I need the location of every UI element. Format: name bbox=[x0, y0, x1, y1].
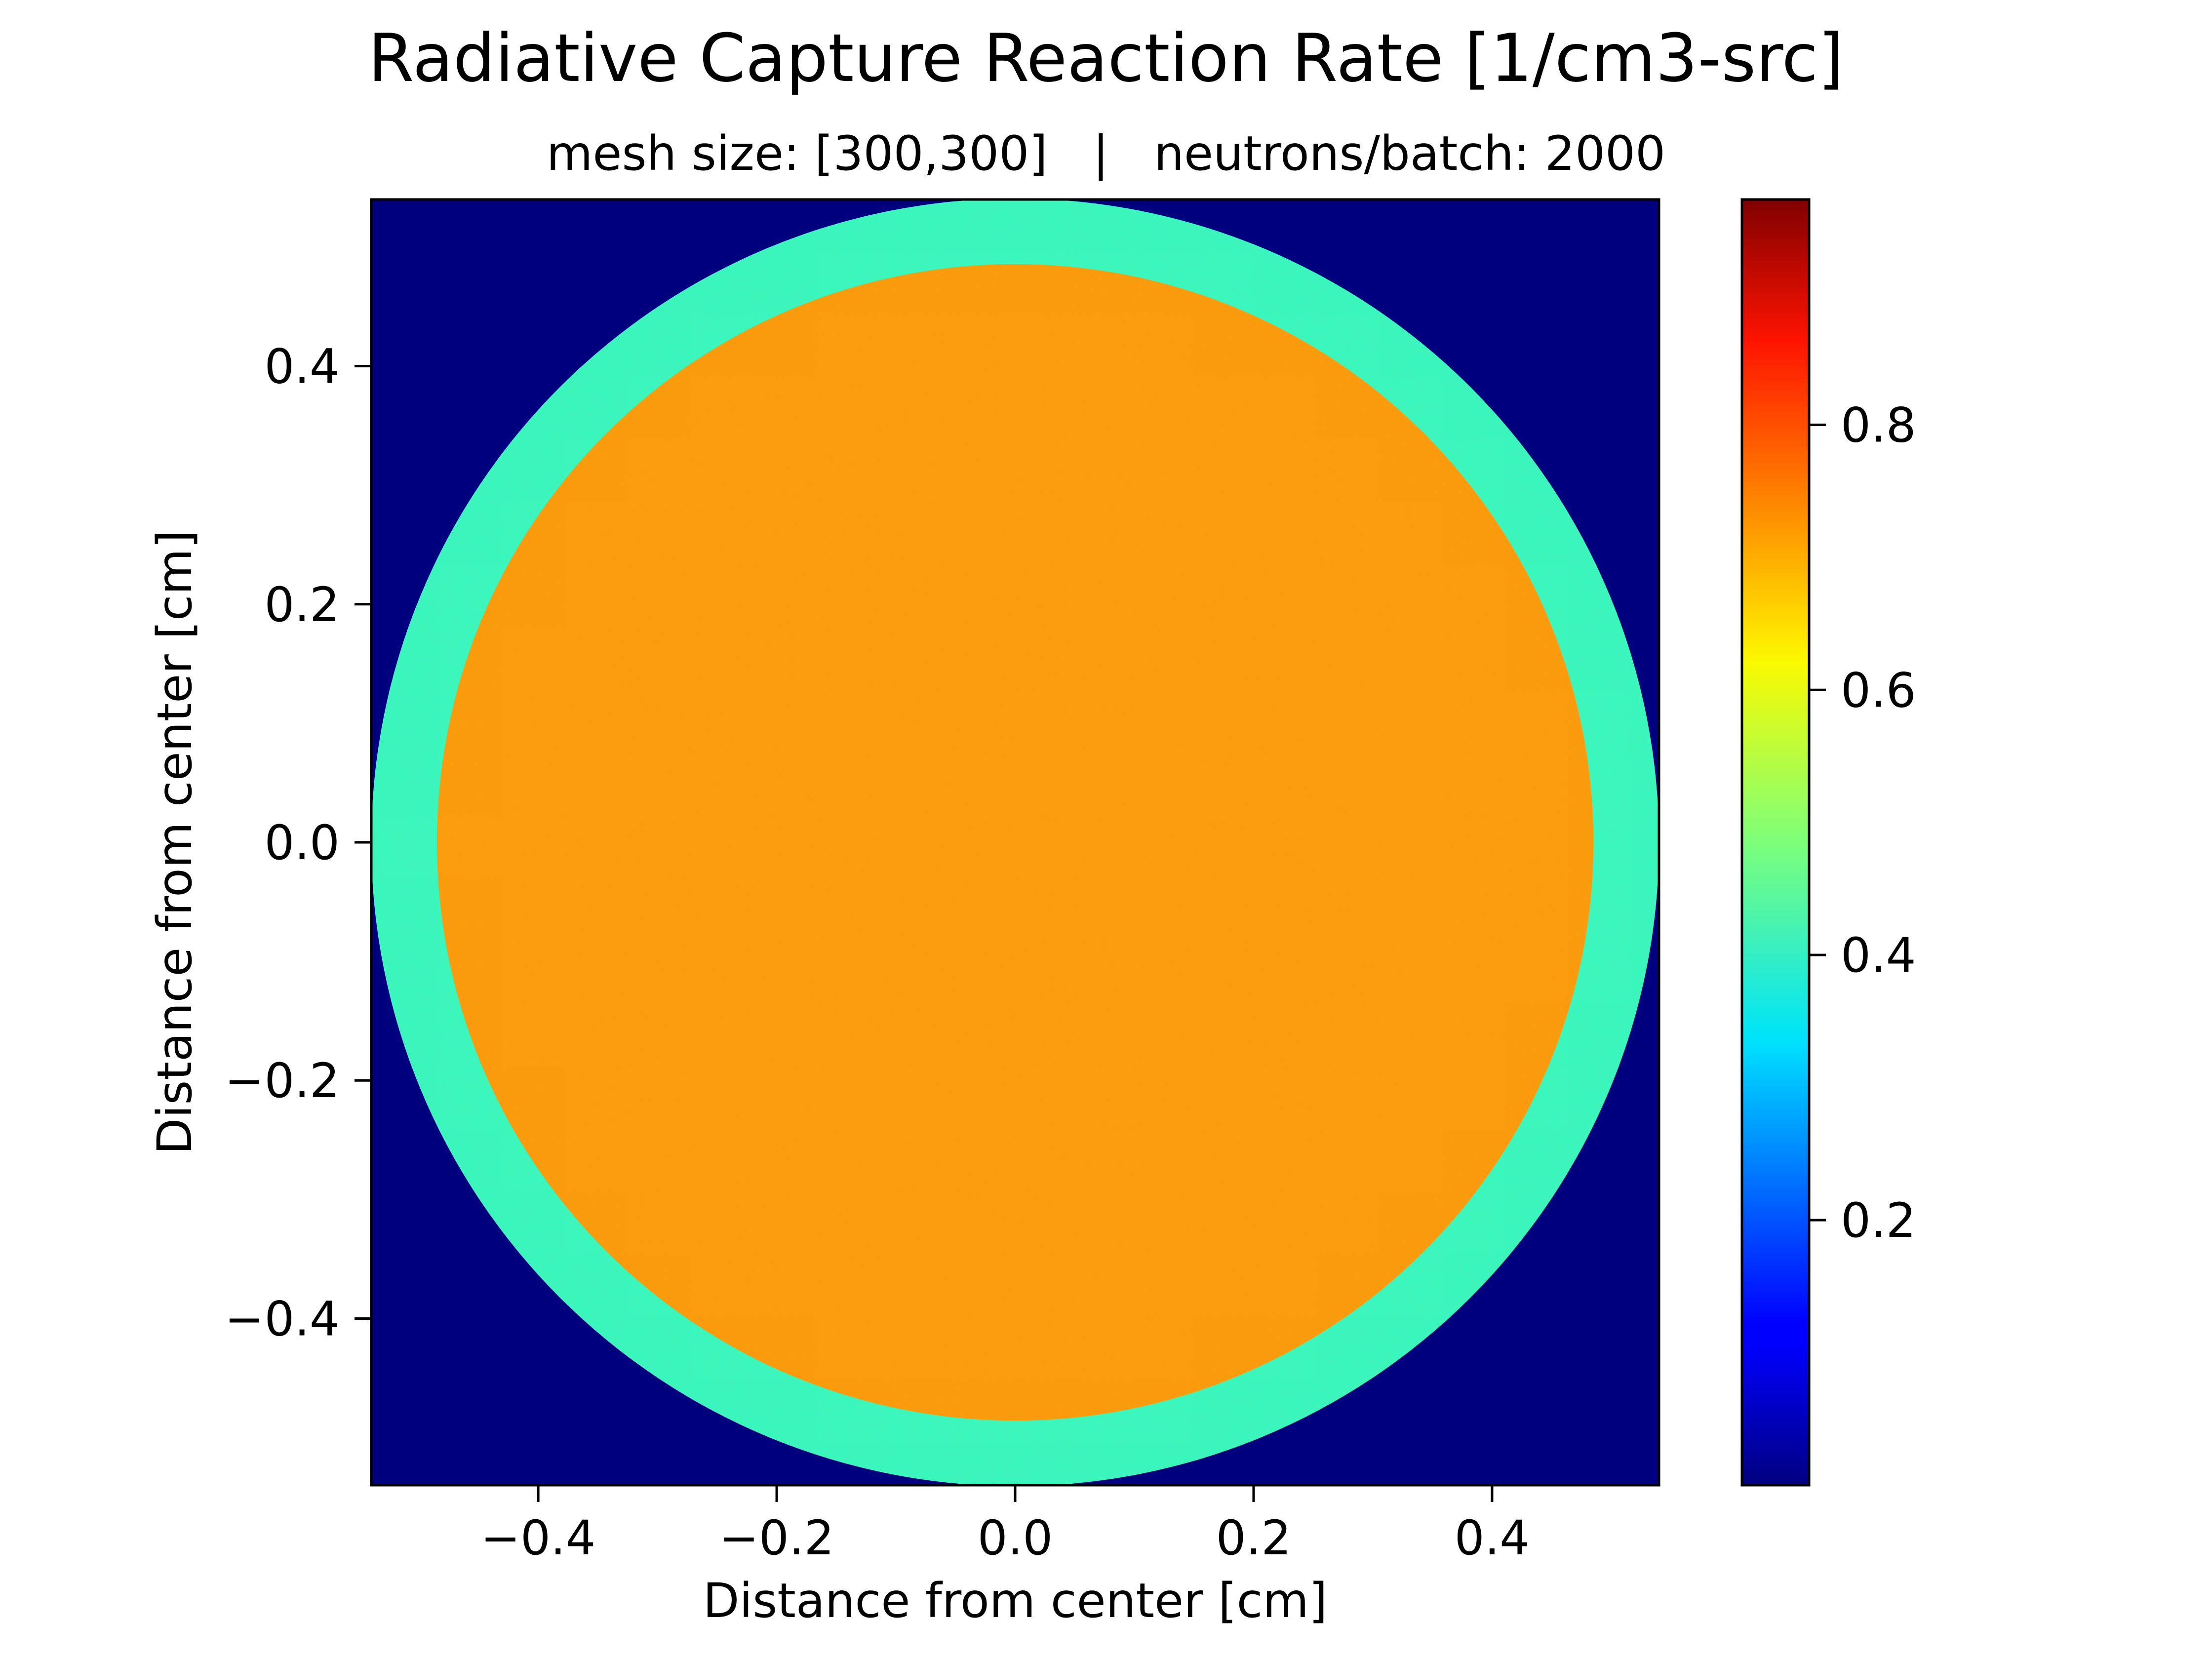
y-tick-label: 0.2 bbox=[264, 577, 340, 632]
x-axis-label: Distance from center [cm] bbox=[703, 1573, 1328, 1628]
colorbar-gradient bbox=[1740, 198, 1811, 1487]
colorbar-ticks: 0.2 0.4 0.6 0.8 bbox=[1809, 397, 1916, 1248]
x-tick-label: −0.2 bbox=[719, 1510, 834, 1566]
disk-noise-texture bbox=[436, 264, 1594, 1421]
x-axis: −0.4 −0.2 0.0 0.2 0.4 bbox=[481, 1485, 1530, 1566]
colorbar-tick-label: 0.8 bbox=[1841, 397, 1916, 453]
y-tick-label: −0.4 bbox=[225, 1291, 340, 1346]
chart-title: Radiative Capture Reaction Rate [1/cm3-s… bbox=[368, 20, 1844, 97]
y-tick-label: −0.2 bbox=[225, 1053, 340, 1108]
colorbar-tick-label: 0.6 bbox=[1841, 663, 1916, 718]
chart-subtitle: mesh size: [300,300] | neutrons/batch: 2… bbox=[547, 126, 1665, 182]
y-axis: −0.4 −0.2 0.0 0.2 0.4 bbox=[225, 339, 371, 1346]
colorbar-tick-label: 0.2 bbox=[1841, 1193, 1916, 1248]
y-axis-label: Distance from center [cm] bbox=[147, 530, 202, 1155]
x-tick-label: −0.4 bbox=[481, 1510, 596, 1566]
x-tick-label: 0.2 bbox=[1216, 1510, 1292, 1566]
x-tick-label: 0.0 bbox=[978, 1510, 1053, 1566]
colorbar-tick-label: 0.4 bbox=[1841, 928, 1916, 983]
y-tick-label: 0.0 bbox=[264, 815, 340, 870]
x-tick-label: 0.4 bbox=[1455, 1510, 1530, 1566]
colorbar: 0.2 0.4 0.6 0.8 bbox=[1740, 198, 1916, 1487]
y-tick-label: 0.4 bbox=[264, 339, 340, 395]
plot-area bbox=[370, 198, 1660, 1487]
